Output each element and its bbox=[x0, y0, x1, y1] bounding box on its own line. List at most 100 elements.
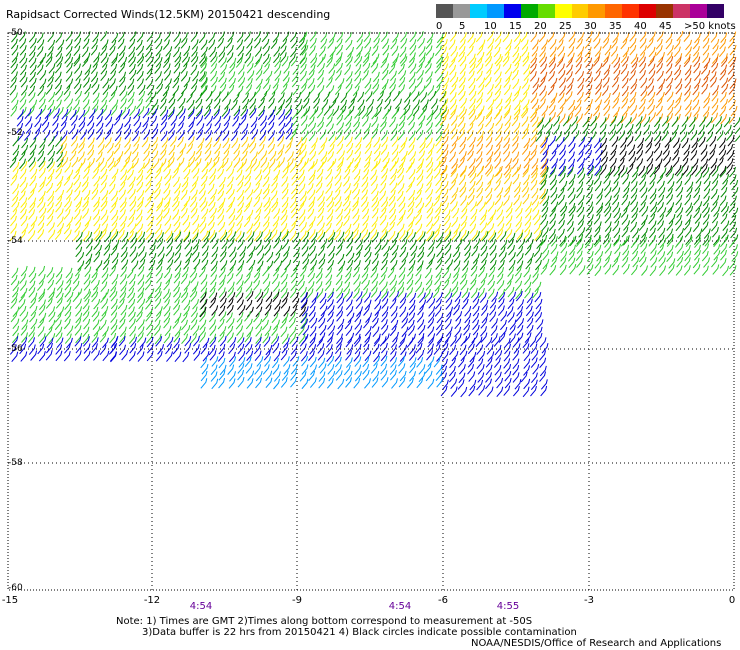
wind-barb bbox=[264, 356, 272, 367]
wind-barb bbox=[101, 57, 109, 68]
wind-barb bbox=[441, 63, 448, 74]
wind-barb bbox=[459, 187, 467, 198]
wind-barb bbox=[11, 292, 18, 304]
wind-barb bbox=[194, 150, 202, 162]
wind-barb bbox=[63, 197, 71, 208]
wind-barb bbox=[111, 231, 119, 242]
wind-barb bbox=[309, 38, 317, 49]
wind-barb bbox=[703, 70, 711, 81]
wind-barb bbox=[380, 288, 388, 299]
wind-barb bbox=[439, 99, 447, 110]
wind-barb bbox=[45, 350, 53, 361]
wind-barb bbox=[468, 109, 476, 120]
wind-barb bbox=[424, 63, 432, 74]
wind-barb bbox=[630, 264, 638, 276]
wind-barb bbox=[648, 236, 656, 247]
wind-barb bbox=[469, 115, 477, 126]
wind-barb bbox=[119, 344, 127, 356]
wind-barb bbox=[180, 38, 188, 49]
wind-barb bbox=[151, 150, 159, 162]
wind-barb bbox=[334, 70, 342, 81]
wind-barb bbox=[674, 97, 681, 109]
wind-barb bbox=[180, 208, 188, 219]
wind-barb bbox=[363, 336, 371, 348]
wind-barb bbox=[198, 326, 206, 338]
wind-barb bbox=[299, 336, 307, 347]
wind-barb bbox=[638, 251, 646, 263]
wind-barb bbox=[299, 371, 307, 382]
wind-barb bbox=[60, 150, 68, 162]
wind-barb bbox=[110, 312, 118, 323]
wind-barb bbox=[111, 32, 119, 44]
wind-barb bbox=[426, 175, 434, 187]
wind-barb bbox=[274, 231, 282, 243]
wind-barb bbox=[575, 250, 583, 262]
wind-barb bbox=[352, 215, 360, 226]
wind-barb bbox=[427, 246, 434, 258]
wind-barb bbox=[441, 71, 449, 82]
wind-barb bbox=[209, 232, 217, 243]
wind-barb bbox=[381, 136, 389, 148]
wind-barb bbox=[291, 336, 299, 348]
wind-barb bbox=[183, 325, 191, 336]
wind-barb bbox=[617, 158, 625, 169]
wind-barb bbox=[262, 78, 270, 89]
wind-barb bbox=[92, 84, 100, 95]
wind-barb bbox=[657, 214, 665, 225]
wind-barb bbox=[702, 265, 709, 277]
wind-barb bbox=[82, 221, 90, 233]
wind-barb bbox=[354, 151, 362, 162]
wind-barb bbox=[653, 164, 661, 175]
wind-barb bbox=[191, 162, 199, 173]
wind-barb bbox=[300, 39, 308, 51]
wind-barb bbox=[199, 56, 207, 67]
wind-barb bbox=[425, 280, 433, 291]
wind-barb bbox=[551, 143, 559, 155]
wind-barb bbox=[436, 252, 444, 264]
wind-barb bbox=[649, 166, 657, 178]
wind-barb bbox=[700, 164, 708, 175]
wind-barb bbox=[181, 292, 189, 303]
wind-barb bbox=[164, 292, 172, 303]
wind-barb bbox=[84, 83, 92, 95]
wind-barb bbox=[673, 64, 681, 76]
wind-barb bbox=[641, 265, 648, 276]
wind-barb bbox=[666, 194, 674, 205]
wind-barb bbox=[720, 64, 728, 75]
wind-barb bbox=[379, 215, 387, 226]
wind-barb bbox=[100, 70, 108, 82]
wind-barb bbox=[537, 124, 545, 135]
lon-label-6: -6 bbox=[438, 595, 448, 606]
wind-barb bbox=[601, 85, 609, 96]
wind-barb bbox=[681, 165, 689, 176]
wind-barb bbox=[549, 39, 557, 50]
wind-barb bbox=[137, 238, 145, 249]
wind-barb bbox=[540, 235, 548, 247]
wind-barb bbox=[11, 71, 18, 82]
wind-barb bbox=[398, 230, 406, 241]
wind-barb bbox=[145, 292, 153, 304]
wind-barb bbox=[408, 115, 416, 126]
wind-barb bbox=[656, 173, 664, 184]
wind-barb bbox=[693, 56, 701, 67]
wind-barb bbox=[676, 243, 684, 254]
wind-barb bbox=[372, 71, 380, 83]
wind-barb bbox=[159, 122, 167, 133]
wind-barb bbox=[507, 238, 514, 250]
wind-barb bbox=[496, 377, 504, 389]
wind-barb bbox=[631, 57, 639, 68]
wind-barb bbox=[440, 165, 448, 177]
wind-barb bbox=[494, 166, 501, 178]
wind-barb bbox=[204, 150, 212, 161]
wind-barb bbox=[37, 229, 45, 240]
wind-barb bbox=[345, 39, 353, 51]
wind-barb bbox=[200, 39, 208, 51]
wind-barb bbox=[655, 45, 663, 56]
wind-barb bbox=[220, 260, 228, 271]
wind-barb bbox=[56, 56, 64, 68]
wind-barb bbox=[558, 194, 565, 206]
wind-barb bbox=[548, 53, 556, 65]
wind-barb bbox=[719, 165, 727, 177]
wind-barb bbox=[91, 183, 99, 194]
wind-barb bbox=[342, 196, 350, 207]
